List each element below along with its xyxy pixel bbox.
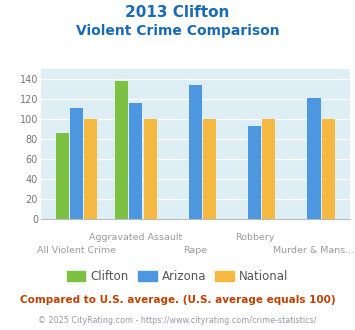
Text: All Violent Crime: All Violent Crime [37, 246, 116, 255]
Bar [115, 81, 128, 219]
Bar [203, 119, 216, 219]
Text: Robbery: Robbery [235, 233, 274, 242]
Bar [70, 108, 83, 219]
Bar [248, 126, 261, 219]
Text: Aggravated Assault: Aggravated Assault [89, 233, 182, 242]
Text: Violent Crime Comparison: Violent Crime Comparison [76, 24, 279, 38]
Text: Compared to U.S. average. (U.S. average equals 100): Compared to U.S. average. (U.S. average … [20, 295, 335, 305]
Bar [322, 119, 335, 219]
Bar [129, 103, 142, 219]
Bar [189, 85, 202, 219]
Text: © 2025 CityRating.com - https://www.cityrating.com/crime-statistics/: © 2025 CityRating.com - https://www.city… [38, 316, 317, 325]
Legend: Clifton, Arizona, National: Clifton, Arizona, National [62, 265, 293, 287]
Text: Murder & Mans...: Murder & Mans... [273, 246, 355, 255]
Bar [56, 133, 69, 219]
Text: 2013 Clifton: 2013 Clifton [125, 5, 230, 20]
Bar [143, 119, 157, 219]
Bar [307, 98, 321, 219]
Bar [84, 119, 97, 219]
Bar [262, 119, 275, 219]
Text: Rape: Rape [183, 246, 207, 255]
